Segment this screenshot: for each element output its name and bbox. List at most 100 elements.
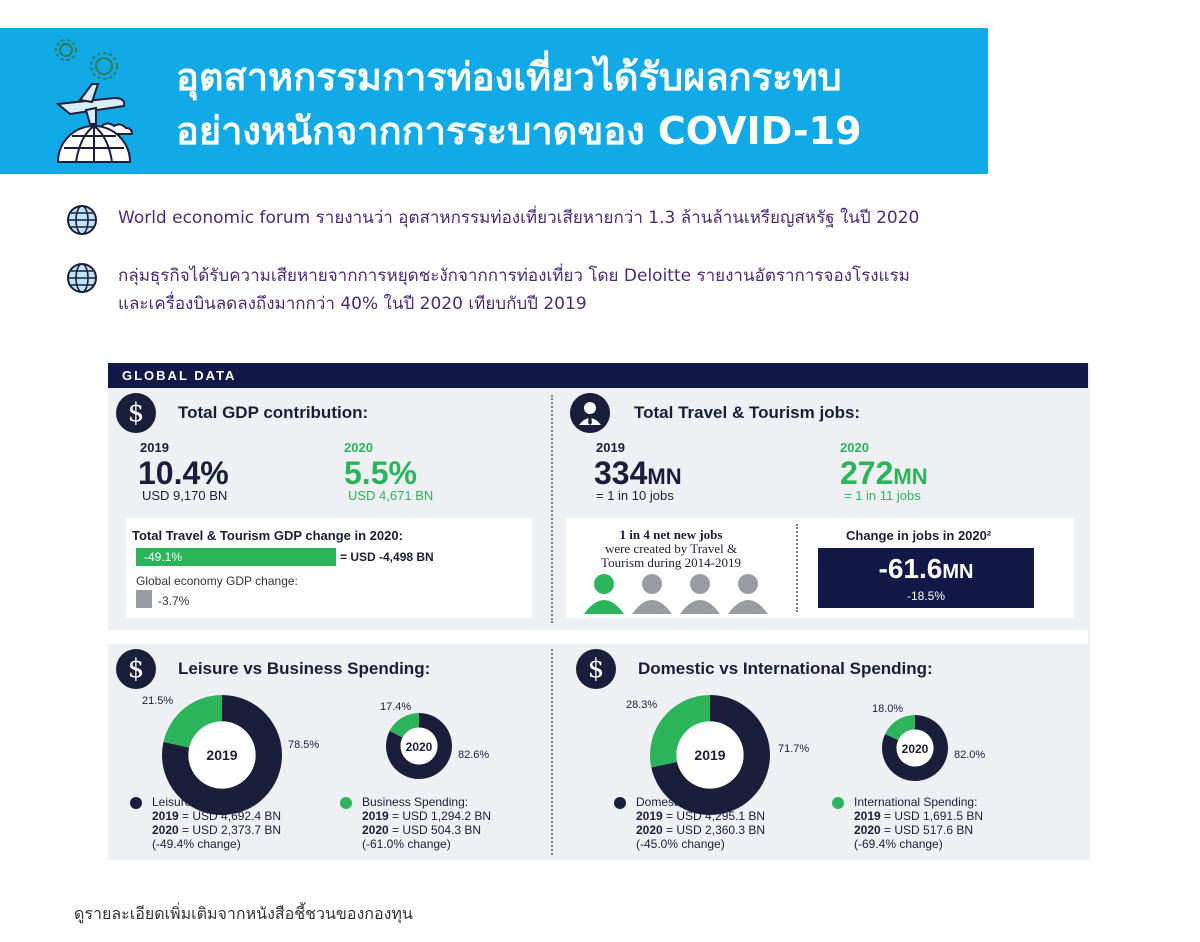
legend-label: International Spending:	[854, 795, 978, 809]
legend-label: Domestic Spending:	[636, 795, 744, 809]
bullet-line: และเครื่องบินลดลงถึงมากกว่า 40% ในปี 202…	[118, 294, 587, 314]
legend-year: 2020	[152, 823, 179, 837]
legend-row: 2019 = USD 4,295.1 BN	[636, 809, 765, 823]
donut-hole	[400, 727, 438, 765]
legend-dot-business	[340, 797, 352, 809]
legend-row: 2020 = USD 2,373.7 BN	[152, 823, 281, 837]
legend-leisure: Leisure Spending: 2019 = USD 4,692.4 BN …	[152, 795, 281, 851]
person-icon	[584, 574, 624, 614]
jobs-ratio-2019: = 1 in 10 jobs	[596, 488, 674, 503]
pct-label: 17.4%	[380, 701, 412, 713]
dollar-icon: $	[116, 649, 156, 689]
donut-hole	[676, 721, 744, 789]
dollar-icon: $	[576, 649, 616, 689]
bullet-line: World economic forum รายงานว่า อุตสาหกรร…	[118, 208, 920, 228]
donut-center-label: 2019	[206, 747, 237, 763]
global-gdp-label: Global economy GDP change:	[136, 574, 298, 588]
global-change-bar	[136, 590, 152, 608]
pct-label: 71.7%	[778, 743, 810, 755]
donut-center-label: 2019	[694, 747, 725, 763]
donut-hole	[896, 729, 934, 767]
donut-slice-domestic-spending	[882, 715, 948, 781]
legend-year: 2019	[362, 809, 389, 823]
globe-icon	[67, 263, 97, 293]
tt-change-bar: -49.1%	[136, 548, 336, 566]
legend-year: 2020	[362, 823, 389, 837]
gdp-year-2020: 2020	[344, 440, 373, 455]
legend-year: 2019	[636, 809, 663, 823]
gdp-value-2020: 5.5%	[344, 455, 417, 491]
jobs-unit-2019: MN	[647, 464, 682, 489]
legend-domestic: Domestic Spending: 2019 = USD 4,295.1 BN…	[636, 795, 765, 851]
legend-value: = USD 504.3 BN	[392, 823, 482, 837]
tt-change-usd: = USD -4,498 BN	[340, 550, 434, 564]
donut-slice-domestic-spending	[651, 695, 770, 815]
donut-slice-international-spending	[885, 715, 915, 741]
jobs-note-line: Tourism during 2014-2019	[601, 555, 741, 570]
title-line-2: อย่างหนักจากการระบาดของ COVID-19	[176, 109, 862, 153]
divider	[108, 630, 1088, 644]
legend-row: 2020 = USD 2,360.3 BN	[636, 823, 765, 837]
jobs-note: 1 in 4 net new jobs were created by Trav…	[576, 528, 766, 570]
legend-dot-international	[832, 797, 844, 809]
pct-label: 82.6%	[458, 749, 490, 761]
gdp-change-title: Total Travel & Tourism GDP change in 202…	[132, 528, 403, 543]
legend-row: 2019 = USD 1,294.2 BN	[362, 809, 491, 823]
gdp-change-box: Total Travel & Tourism GDP change in 202…	[126, 518, 532, 618]
legend-row: 2019 = USD 4,692.4 BN	[152, 809, 281, 823]
divider	[551, 649, 553, 855]
legend-dot-domestic	[614, 797, 626, 809]
pct-label: 78.5%	[288, 739, 320, 751]
title-banner: อุตสาหกรรมการท่องเที่ยวได้รับผลกระทบ อย่…	[0, 28, 988, 174]
person-icon	[570, 393, 610, 433]
legend-value: = USD 4,295.1 BN	[666, 809, 766, 823]
global-data-panel: GLOBAL DATA $ Total GDP contribution: 20…	[108, 363, 1090, 860]
pct-label: 21.5%	[142, 695, 174, 707]
gdp-usd-2020: USD 4,671 BN	[348, 488, 434, 503]
legend-change: (-61.0% change)	[362, 837, 451, 851]
jobs-change-value: -61.6MN	[818, 552, 1034, 589]
jobs-change-box: 1 in 4 net new jobs were created by Trav…	[566, 518, 1074, 618]
global-gdp-change: -3.7%	[158, 594, 190, 608]
travel-gears-plane-globe-icon	[55, 39, 134, 163]
gdp-value-2019: 10.4%	[138, 455, 229, 491]
pct-label: 28.3%	[626, 699, 658, 711]
title-line-1: อุตสาหกรรมการท่องเที่ยวได้รับผลกระทบ	[176, 55, 842, 99]
legend-value: = USD 2,373.7 BN	[182, 823, 282, 837]
domestic-title: Domestic vs International Spending:	[638, 659, 933, 678]
jobs-year-2019: 2019	[596, 440, 625, 455]
bullet-item: กลุ่มธุรกิจได้รับความเสียหายจากการหยุดชะ…	[66, 262, 910, 318]
bullet-text: World economic forum รายงานว่า อุตสาหกรร…	[118, 204, 919, 232]
jobs-change-pct: -18.5%	[906, 589, 946, 603]
dollar-icon: $	[116, 393, 156, 433]
person-icon	[632, 574, 672, 614]
legend-row: 2020 = USD 517.6 BN	[854, 823, 983, 837]
legend-change: (-45.0% change)	[636, 837, 725, 851]
legend-year: 2020	[636, 823, 663, 837]
jobs-title: Total Travel & Tourism jobs:	[634, 403, 861, 422]
legend-label: Business Spending:	[362, 795, 469, 809]
donut-slice-business-spending	[163, 695, 222, 748]
footnote: ดูรายละเอียดเพิ่มเติมจากหนังสือชี้ชวนของ…	[74, 904, 413, 923]
bullet-line: กลุ่มธุรกิจได้รับความเสียหายจากการหยุดชะ…	[118, 266, 910, 286]
gdp-title: Total GDP contribution:	[178, 403, 369, 422]
jobs-change-title: Change in jobs in 2020²	[846, 528, 992, 543]
leisure-title: Leisure vs Business Spending:	[178, 659, 431, 678]
donut-hole	[188, 721, 256, 789]
donut-slice-business-spending	[389, 713, 419, 738]
jobs-ratio-2020: = 1 in 11 jobs	[844, 488, 921, 503]
gdp-usd-2019: USD 9,170 BN	[142, 488, 228, 503]
legend-year: 2019	[854, 809, 881, 823]
globe-icon	[67, 205, 97, 235]
jobs-note-line: were created by Travel &	[604, 541, 738, 556]
legend-value: = USD 1,294.2 BN	[392, 809, 492, 823]
domestic-2020-donut: 2020	[882, 715, 948, 781]
legend-row: 2019 = USD 1,691.5 BN	[854, 809, 983, 823]
legend-dot-leisure	[130, 797, 142, 809]
legend-row: 2020 = USD 504.3 BN	[362, 823, 491, 837]
legend-year: 2020	[854, 823, 881, 837]
jobs-number-2019: 334	[594, 455, 648, 491]
donut-slice-leisure-spending	[386, 713, 452, 779]
bullet-item: World economic forum รายงานว่า อุตสาหกรร…	[66, 204, 919, 236]
legend-year: 2019	[152, 809, 179, 823]
